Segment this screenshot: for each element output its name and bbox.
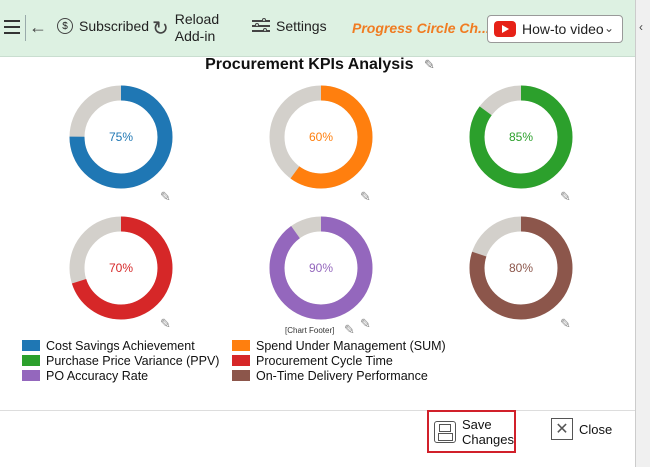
settings-label: Settings <box>276 18 327 34</box>
edit-donut-pencil-icon[interactable]: ✎ <box>360 316 371 331</box>
reload-icon: ↻ <box>152 17 169 40</box>
howto-label: How-to video <box>522 21 604 37</box>
reload-label-line2: Add-in <box>174 28 216 44</box>
close-button[interactable]: ✕ Close <box>551 418 612 440</box>
reload-addin-button[interactable]: ↻ Reload Add-in <box>152 11 219 45</box>
settings-sliders-icon <box>252 18 270 33</box>
toolbar-divider <box>25 15 26 41</box>
bottom-bar <box>0 410 635 467</box>
donut-chart: 90% <box>268 215 374 321</box>
donut-value-label: 80% <box>508 261 534 275</box>
legend-swatch <box>22 370 40 381</box>
toolbar: ← $ Subscribed ↻ Reload Add-in Settings … <box>0 0 635 57</box>
save-changes-button[interactable]: Save Changes <box>427 410 516 453</box>
subscribed-button[interactable]: $ Subscribed <box>57 18 149 34</box>
legend-label: On-Time Delivery Performance <box>256 368 428 383</box>
donut-value-label: 70% <box>108 261 134 275</box>
chart-footer[interactable]: [Chart Footer] <box>285 326 335 335</box>
legend-label: Purchase Price Variance (PPV) <box>46 353 220 368</box>
edit-title-pencil-icon[interactable]: ✎ <box>423 57 435 72</box>
dollar-icon: $ <box>57 18 73 34</box>
hamburger-menu-icon[interactable] <box>4 20 20 34</box>
legend-swatch <box>232 370 250 381</box>
donut-chart: 70% <box>68 215 174 321</box>
legend-item: Procurement Cycle Time <box>232 353 446 368</box>
settings-button[interactable]: Settings <box>252 18 327 34</box>
donut-chart: 60% <box>268 84 374 190</box>
donut-progress-arc <box>269 85 373 189</box>
edit-footer-pencil-icon[interactable]: ✎ <box>344 322 355 337</box>
youtube-icon <box>494 21 516 37</box>
legend-label: Spend Under Management (SUM) <box>256 338 446 353</box>
chevron-left-icon[interactable]: ‹ <box>639 20 643 34</box>
legend-label: Cost Savings Achievement <box>46 338 195 353</box>
legend-item: Spend Under Management (SUM) <box>232 338 446 353</box>
donut-chart: 75% <box>68 84 174 190</box>
donut-chart: 80% <box>468 215 574 321</box>
legend-item: Cost Savings Achievement <box>22 338 219 353</box>
donut-value-label: 90% <box>308 261 334 275</box>
close-label: Close <box>579 421 613 437</box>
legend-swatch <box>232 340 250 351</box>
save-label-line2: Changes <box>461 431 514 447</box>
donut-value-label: 85% <box>508 130 534 144</box>
donut-value-label: 75% <box>108 130 134 144</box>
legend-item: PO Accuracy Rate <box>22 368 219 383</box>
legend-swatch <box>22 355 40 366</box>
legend-item: On-Time Delivery Performance <box>232 368 446 383</box>
donut-chart: 85% <box>468 84 574 190</box>
edit-donut-pencil-icon[interactable]: ✎ <box>360 189 371 204</box>
donut-progress-arc <box>469 85 573 189</box>
legend-swatch <box>22 340 40 351</box>
donut-progress-arc <box>269 216 373 320</box>
back-arrow-icon[interactable]: ← <box>29 17 47 37</box>
edit-donut-pencil-icon[interactable]: ✎ <box>160 316 171 331</box>
close-icon: ✕ <box>551 418 573 440</box>
donut-progress-arc <box>69 85 173 189</box>
side-panel-strip: ‹ <box>635 0 650 467</box>
subscribed-label: Subscribed <box>79 18 150 34</box>
chevron-down-icon: ⌄ <box>603 21 614 35</box>
howto-video-dropdown[interactable]: How-to video ⌄ <box>487 15 623 43</box>
legend-swatch <box>232 355 250 366</box>
reload-label-line1: Reload <box>174 11 220 27</box>
legend-label: Procurement Cycle Time <box>256 353 393 368</box>
edit-donut-pencil-icon[interactable]: ✎ <box>560 316 571 331</box>
legend-right: Spend Under Management (SUM) Procurement … <box>232 338 446 383</box>
save-label-line1: Save <box>461 416 492 432</box>
floppy-disk-icon <box>434 420 456 443</box>
legend-label: PO Accuracy Rate <box>46 368 149 383</box>
edit-donut-pencil-icon[interactable]: ✎ <box>560 189 571 204</box>
donut-value-label: 60% <box>308 130 334 144</box>
app-title: Progress Circle Ch... <box>352 20 490 36</box>
donut-progress-arc <box>469 216 573 320</box>
donut-progress-arc <box>69 216 173 320</box>
chart-title: Procurement KPIs Analysis ✎ <box>205 56 435 73</box>
legend-item: Purchase Price Variance (PPV) <box>22 353 219 368</box>
edit-donut-pencil-icon[interactable]: ✎ <box>160 189 171 204</box>
legend-left: Cost Savings Achievement Purchase Price V… <box>22 338 219 383</box>
